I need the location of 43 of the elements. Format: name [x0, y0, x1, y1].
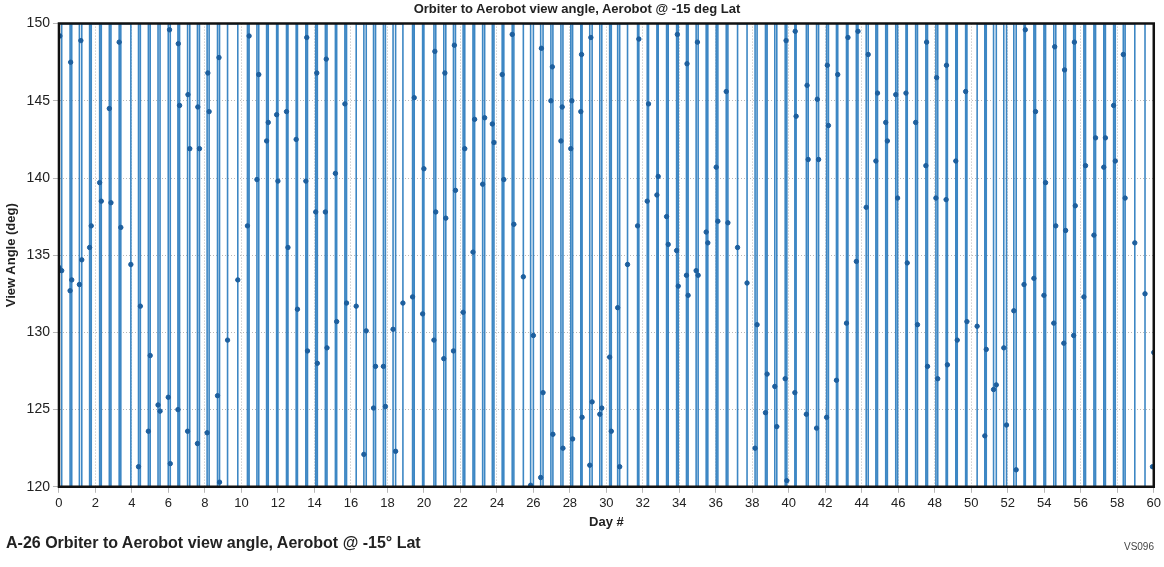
x-tick-label: 2 — [91, 495, 100, 511]
x-tick-label: 6 — [164, 495, 173, 511]
y-tick-label: 145 — [26, 91, 51, 108]
x-tick-label: 4 — [128, 495, 136, 511]
x-tick-label: 38 — [745, 495, 760, 511]
y-tick-label: 135 — [26, 246, 51, 263]
x-tick-label: 36 — [708, 495, 724, 511]
x-tick-label: 44 — [854, 495, 870, 511]
y-tick-label: 130 — [26, 323, 51, 340]
x-tick-label: 24 — [489, 495, 505, 511]
y-tick-label: 125 — [26, 400, 51, 417]
x-tick-label: 10 — [234, 495, 249, 511]
x-tick-label: 8 — [201, 495, 209, 511]
x-tick-label: 52 — [1000, 495, 1016, 511]
x-tick-label: 46 — [891, 495, 906, 511]
x-tick-label: 22 — [453, 495, 468, 511]
x-tick-label: 18 — [380, 495, 395, 511]
x-tick-label: 58 — [1110, 495, 1125, 511]
y-axis-title: View Angle (deg) — [3, 203, 19, 308]
x-tick-label: 12 — [270, 495, 286, 511]
x-tick-label: 40 — [781, 495, 797, 511]
x-tick-label: 50 — [964, 495, 979, 511]
x-tick-label: 26 — [526, 495, 541, 511]
x-tick-label: 30 — [599, 495, 614, 511]
y-tick-label: 120 — [26, 477, 51, 494]
x-tick-label: 16 — [343, 495, 359, 511]
chart-title: Orbiter to Aerobot view angle, Aerobot @ -15 deg Lat — [413, 1, 741, 17]
x-tick-label: 60 — [1146, 495, 1161, 511]
text: VS096 — [1123, 541, 1154, 552]
x-tick-label: 34 — [672, 495, 687, 511]
x-tick-label: 20 — [416, 495, 432, 511]
x-tick-label: 14 — [307, 495, 322, 511]
x-tick-label: 56 — [1073, 495, 1089, 511]
x-tick-label: 0 — [55, 495, 63, 511]
y-tick-label: 140 — [26, 168, 51, 185]
x-axis-title: Day # — [589, 513, 625, 529]
x-tick-label: 28 — [562, 495, 578, 511]
x-tick-label: 32 — [635, 495, 651, 511]
x-tick-label: 48 — [927, 495, 943, 511]
text: A-26 Orbiter to Aerobot view angle, Aerobot @ -15° Lat — [6, 534, 421, 552]
x-tick-label: 42 — [818, 495, 833, 511]
y-tick-label: 150 — [26, 14, 51, 31]
x-tick-label: 54 — [1037, 495, 1052, 511]
